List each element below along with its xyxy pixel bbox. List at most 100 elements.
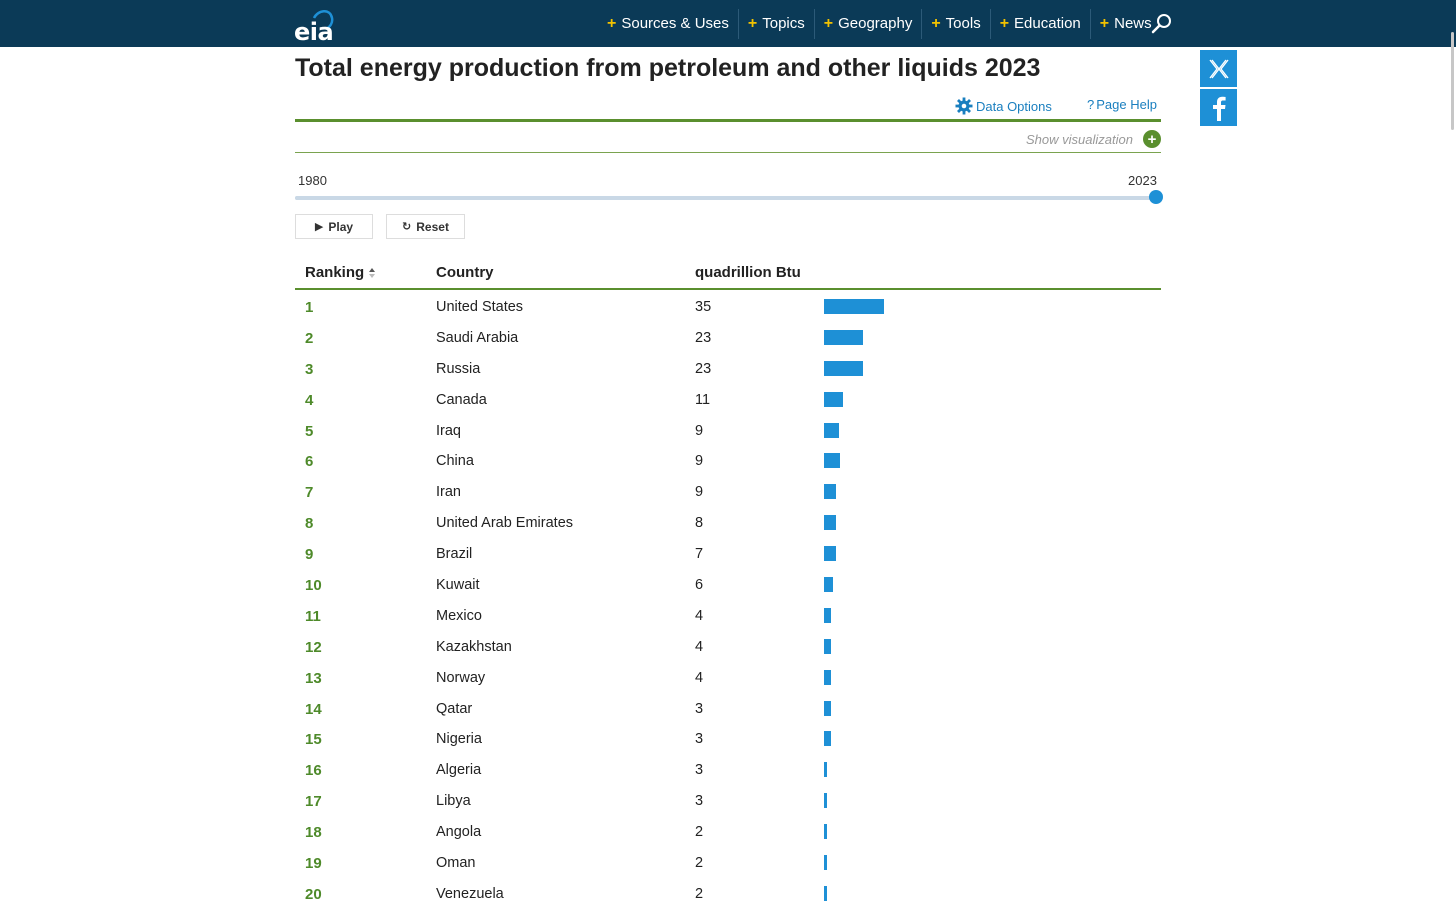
page-title: Total energy production from petroleum a…: [295, 54, 1041, 82]
row-country[interactable]: Brazil: [436, 546, 473, 563]
row-value: 23: [695, 329, 712, 346]
nav-label: Education: [1014, 15, 1081, 32]
row-country[interactable]: Saudi Arabia: [436, 329, 519, 346]
row-value-bar: [824, 793, 827, 809]
row-country[interactable]: Norway: [436, 669, 486, 686]
nav-tools[interactable]: + Tools: [922, 8, 991, 39]
main-nav: + Sources & Uses + Topics + Geography + Tool…: [598, 0, 1161, 47]
row-country[interactable]: United States: [436, 299, 524, 315]
year-slider-track[interactable]: [295, 196, 1155, 200]
row-country[interactable]: United Arab Emirates: [436, 515, 574, 532]
table-row: 19 Oman 2: [295, 848, 1161, 879]
row-country[interactable]: Venezuela: [436, 885, 504, 902]
row-country[interactable]: Iraq: [436, 422, 461, 439]
row-rank: 17: [305, 793, 322, 811]
page-help-link[interactable]: ? Page Help: [1087, 97, 1157, 112]
row-value: 3: [695, 762, 704, 779]
show-visualization-toggle[interactable]: Show visualization +: [1026, 130, 1161, 148]
row-value: 3: [695, 700, 704, 717]
row-country[interactable]: Libya: [436, 793, 471, 810]
row-country[interactable]: Algeria: [436, 762, 482, 779]
eia-logo[interactable]: eia: [292, 6, 338, 46]
table-row: 14 Qatar 3: [295, 694, 1161, 725]
page-help-label: Page Help: [1096, 97, 1157, 112]
table-row: 16 Algeria 3: [295, 755, 1161, 786]
table-row: 17 Libya 3: [295, 786, 1161, 817]
play-button[interactable]: ▶ Play: [295, 214, 373, 239]
row-rank: 6: [305, 453, 314, 471]
row-country[interactable]: Canada: [436, 391, 487, 408]
column-header-ranking[interactable]: Ranking: [305, 264, 365, 281]
row-value-bar: [824, 824, 827, 840]
row-rank: 13: [305, 669, 322, 687]
row-value-bar: [824, 546, 836, 562]
row-value: 8: [695, 515, 704, 532]
table-row: 2 Saudi Arabia 23: [295, 323, 1161, 354]
row-value-bar: [824, 329, 863, 345]
row-value-bar: [824, 391, 843, 407]
row-value: 3: [695, 793, 704, 810]
row-rank: 10: [305, 577, 322, 595]
table-row: 5 Iraq 9: [295, 416, 1161, 447]
nav-education[interactable]: + Education: [991, 8, 1091, 39]
timeline-end-year: 2023: [1128, 173, 1157, 188]
row-value-bar: [824, 484, 836, 500]
reset-button[interactable]: ↻ Reset: [386, 214, 465, 239]
column-header-country[interactable]: Country: [436, 264, 494, 281]
row-value: 9: [695, 484, 704, 501]
table-row: 1 United States 35: [295, 292, 1161, 323]
row-country[interactable]: Mexico: [436, 607, 482, 624]
table-row: 3 Russia 23: [295, 354, 1161, 385]
row-value-bar: [824, 700, 831, 716]
sort-icon[interactable]: [368, 266, 376, 280]
column-header-value[interactable]: quadrillion Btu: [695, 264, 801, 281]
row-value-bar: [824, 762, 827, 778]
search-button[interactable]: [1150, 12, 1174, 36]
table-row: 8 United Arab Emirates 8: [295, 508, 1161, 539]
section-divider: [295, 152, 1161, 153]
row-country[interactable]: Iran: [436, 484, 461, 501]
nav-news[interactable]: + News: [1091, 9, 1161, 39]
row-country[interactable]: Oman: [436, 855, 476, 872]
row-value: 2: [695, 824, 704, 841]
ranking-table-body: 1 United States 35 2 Saudi Arabia 23 3 Russia 23…: [295, 292, 1161, 910]
share-x-button[interactable]: [1200, 50, 1237, 87]
row-value-bar: [824, 638, 831, 654]
table-row: 13 Norway 4: [295, 663, 1161, 694]
data-options-link[interactable]: Data Options: [955, 97, 1052, 115]
year-slider-handle[interactable]: [1149, 190, 1163, 204]
row-country[interactable]: Angola: [436, 824, 482, 841]
nav-label: Sources & Uses: [621, 15, 729, 32]
row-rank: 9: [305, 546, 314, 564]
row-rank: 7: [305, 484, 314, 502]
plus-icon: +: [823, 14, 834, 32]
nav-sources-uses[interactable]: + Sources & Uses: [598, 8, 739, 39]
play-icon: ▶: [314, 221, 324, 233]
row-value-bar: [824, 422, 839, 438]
table-header-divider: [295, 288, 1161, 290]
row-value: 9: [695, 453, 704, 470]
row-value-bar: [824, 731, 831, 747]
gear-icon: [955, 97, 973, 115]
row-country[interactable]: Qatar: [436, 700, 473, 717]
plus-icon: +: [1099, 14, 1110, 32]
plus-icon: +: [607, 14, 617, 32]
row-country[interactable]: Kuwait: [436, 577, 480, 594]
share-facebook-button[interactable]: [1200, 89, 1237, 126]
nav-geography[interactable]: + Geography: [815, 8, 923, 39]
row-value-bar: [824, 855, 827, 871]
row-value: 4: [695, 638, 704, 655]
row-rank: 16: [305, 762, 322, 780]
row-country[interactable]: Nigeria: [436, 731, 482, 748]
row-value: 4: [695, 607, 704, 624]
table-row: 12 Kazakhstan 4: [295, 632, 1161, 663]
table-row: 11 Mexico 4: [295, 601, 1161, 632]
row-country[interactable]: Kazakhstan: [436, 638, 512, 655]
scrollbar-thumb[interactable]: [1451, 32, 1454, 130]
row-country[interactable]: Russia: [436, 360, 481, 377]
row-value-bar: [824, 515, 836, 531]
row-value: 2: [695, 855, 704, 872]
nav-topics[interactable]: + Topics: [739, 8, 815, 39]
row-rank: 18: [305, 824, 322, 842]
row-country[interactable]: China: [436, 453, 474, 470]
